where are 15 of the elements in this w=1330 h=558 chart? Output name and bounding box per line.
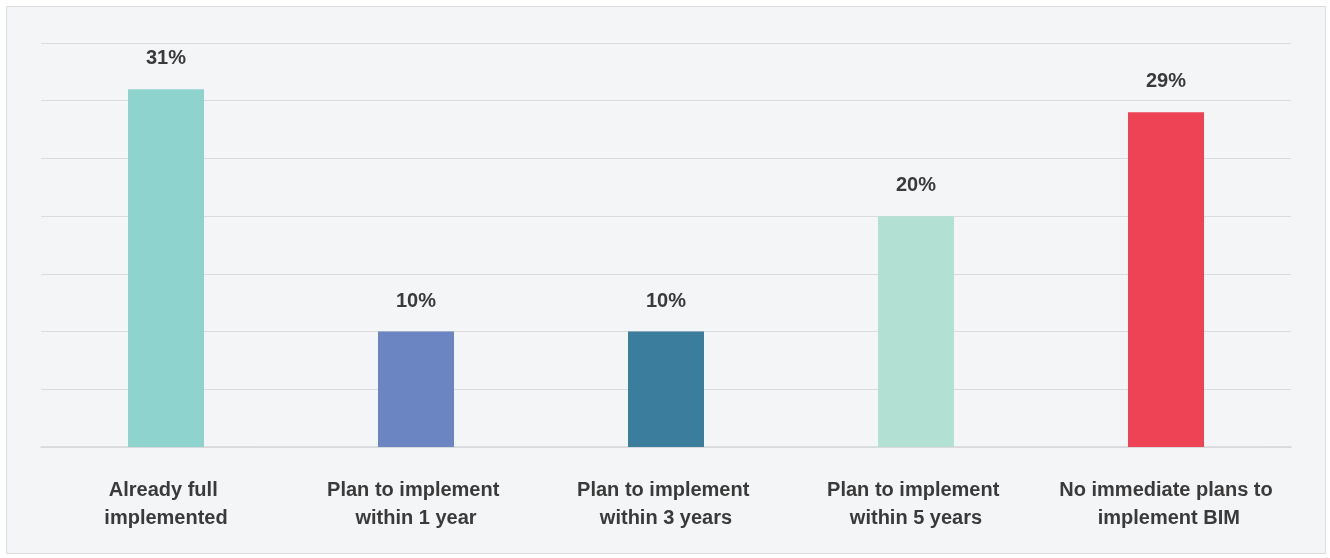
x-tick-label: Plan to implement within 5 years — [827, 478, 1005, 528]
bar — [1128, 112, 1204, 447]
x-tick-label: No immediate plans to implement BIM — [1059, 478, 1273, 528]
data-label: 20% — [895, 173, 937, 196]
bar — [378, 331, 454, 447]
x-tick-label: Plan to implement within 1 year — [327, 478, 505, 528]
bar — [128, 89, 204, 447]
x-tick-label: Plan to implement within 3 years — [577, 478, 755, 528]
bar — [878, 216, 954, 447]
data-label: 29% — [1145, 69, 1187, 92]
data-label: 10% — [645, 288, 687, 311]
bar — [628, 331, 704, 447]
data-label: 10% — [395, 288, 437, 311]
x-tick-label: Already full implemented — [104, 478, 228, 528]
data-label: 31% — [145, 46, 187, 69]
